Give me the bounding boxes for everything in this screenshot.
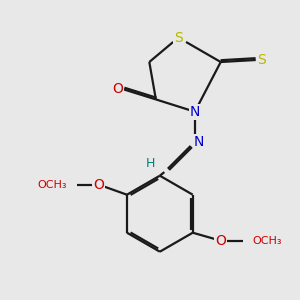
Text: O: O bbox=[112, 82, 123, 96]
Text: OCH₃: OCH₃ bbox=[38, 180, 67, 190]
Text: N: N bbox=[194, 135, 204, 149]
Text: N: N bbox=[190, 105, 200, 119]
Text: H: H bbox=[146, 157, 155, 170]
Text: OCH₃: OCH₃ bbox=[253, 236, 282, 246]
Text: S: S bbox=[174, 31, 183, 45]
Text: O: O bbox=[94, 178, 104, 192]
Text: O: O bbox=[215, 234, 226, 248]
Text: S: S bbox=[257, 53, 266, 67]
